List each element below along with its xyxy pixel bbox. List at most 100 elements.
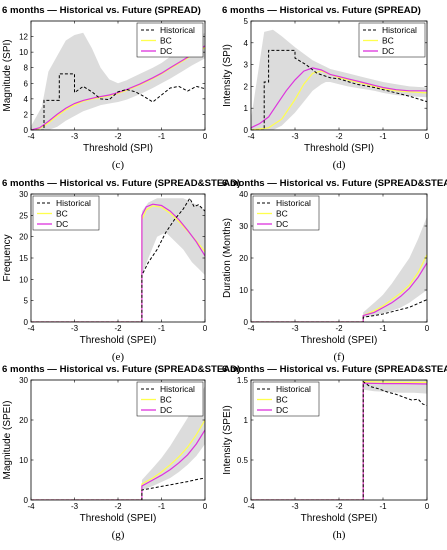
y-tick-label: 0: [24, 318, 29, 327]
y-tick-label: 30: [19, 376, 28, 385]
x-tick-label: -1: [158, 324, 166, 333]
legend-label-dc: DC: [160, 405, 172, 415]
y-tick-label: 0: [24, 496, 29, 505]
series-line-historical: [31, 73, 205, 130]
y-tick-label: 25: [19, 211, 28, 220]
y-tick-label: 20: [19, 233, 28, 242]
x-tick-label: -4: [247, 324, 255, 333]
y-tick-label: 0: [244, 318, 249, 327]
y-tick-label: 0: [24, 126, 29, 135]
x-tick-label: -1: [379, 132, 387, 141]
series-line-dc: [31, 203, 205, 322]
y-tick-label: 20: [19, 416, 28, 425]
y-axis-label: Frequency: [2, 234, 13, 281]
x-axis-label: Threshold (SPEI): [301, 335, 378, 346]
x-tick-label: -1: [158, 132, 166, 141]
x-tick-label: -2: [335, 132, 343, 141]
legend-label-dc: DC: [382, 46, 394, 56]
y-tick-label: 4: [24, 95, 29, 104]
panel-caption: (c): [112, 159, 125, 171]
chart-title: 6 months — Historical vs. Future (SPREAD…: [2, 178, 240, 189]
panel-f: -4 -3 -2 -1 0 0 10 20 30 406 months — Historical …: [222, 178, 447, 363]
y-tick-label: 0: [244, 496, 249, 505]
panel-caption: (h): [333, 529, 346, 541]
x-tick-label: -2: [335, 502, 343, 511]
chart-title: 6 months — Historical vs. Future (SPREAD…: [2, 5, 201, 16]
series-line-dc: [251, 67, 427, 129]
x-tick-label: -4: [247, 132, 255, 141]
x-tick-label: 0: [425, 324, 430, 333]
y-axis-label: Magnitude (SPI): [2, 39, 13, 111]
panel-h: -4 -3 -2 -1 0 0 0.5 1 1.56 months — Historical v…: [222, 364, 447, 541]
x-axis-label: Threshold (SPEI): [301, 513, 378, 524]
x-tick-label: 0: [425, 132, 430, 141]
y-axis-label: Intensity (SPEI): [222, 405, 233, 474]
panel-g: -4 -3 -2 -1 0 0 10 20 306 months — Historical vs…: [2, 364, 240, 541]
legend-label-bc: BC: [56, 209, 68, 219]
panel-d: -4 -3 -2 -1 0 0 1 2 3 4 56 months — Historical vs.…: [222, 5, 430, 171]
y-axis-label: Intensity (SPI): [222, 44, 233, 107]
panel-e: -4 -3 -2 -1 0 0 5 10 15 20 25 306 months — Historic…: [2, 178, 240, 363]
y-tick-label: 10: [19, 48, 28, 57]
x-tick-label: 0: [203, 324, 208, 333]
y-tick-label: 30: [19, 190, 28, 199]
uncertainty-band: [141, 386, 205, 490]
series-line-dc: [251, 382, 427, 500]
y-tick-label: 2: [244, 82, 249, 91]
series-line-historical: [251, 380, 427, 500]
legend-label-historical: Historical: [160, 25, 195, 35]
panel-caption: (e): [112, 351, 125, 363]
y-tick-label: 4: [244, 39, 249, 48]
legend-label-dc: DC: [56, 219, 68, 229]
x-tick-label: 0: [425, 502, 430, 511]
legend-label-historical: Historical: [56, 198, 91, 208]
series-line-bc: [251, 380, 427, 500]
plot-area-h: [251, 380, 427, 500]
panel-caption: (g): [112, 529, 125, 541]
x-tick-label: -1: [379, 502, 387, 511]
x-tick-label: -2: [114, 132, 122, 141]
series-line-dc: [31, 45, 205, 130]
uncertainty-band: [141, 198, 205, 276]
plot-area-f: [251, 216, 427, 322]
x-tick-label: -1: [158, 502, 166, 511]
series-line-historical: [31, 477, 205, 500]
x-tick-label: -1: [379, 324, 387, 333]
y-tick-label: 3: [244, 61, 249, 70]
x-tick-label: -4: [27, 324, 35, 333]
y-axis-label: Magnitude (SPEI): [2, 401, 13, 480]
x-tick-label: -4: [27, 132, 35, 141]
legend-label-bc: BC: [276, 395, 288, 405]
x-tick-label: -4: [27, 502, 35, 511]
legend-label-historical: Historical: [276, 198, 311, 208]
x-tick-label: -2: [335, 324, 343, 333]
x-axis-label: Threshold (SPI): [304, 143, 374, 154]
y-tick-label: 1: [244, 416, 249, 425]
y-tick-label: 1.5: [237, 376, 249, 385]
x-tick-label: -3: [71, 132, 79, 141]
y-tick-label: 20: [239, 254, 248, 263]
y-tick-label: 0.5: [237, 456, 249, 465]
legend-label-dc: DC: [276, 219, 288, 229]
y-tick-label: 5: [244, 17, 249, 26]
series-line-bc: [31, 46, 205, 130]
y-tick-label: 6: [24, 79, 29, 88]
x-axis-label: Threshold (SPEI): [80, 513, 157, 524]
x-tick-label: -3: [291, 502, 299, 511]
chart-title: 6 months — Historical vs. Future (SPREAD…: [222, 178, 447, 189]
x-tick-label: 0: [203, 502, 208, 511]
x-axis-label: Threshold (SPEI): [80, 335, 157, 346]
series-line-historical: [251, 49, 427, 130]
y-tick-label: 40: [239, 190, 248, 199]
panel-caption: (f): [334, 351, 345, 363]
panel-caption: (d): [333, 159, 346, 171]
y-tick-label: 2: [24, 110, 29, 119]
panel-c: -4 -3 -2 -1 0 0 2 4 6 8 10 12 6 months — Historical …: [2, 5, 208, 171]
plot-area-e: [31, 197, 205, 322]
